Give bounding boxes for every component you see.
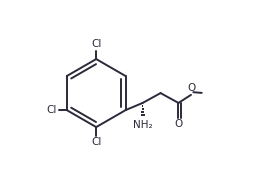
Text: O: O <box>174 119 183 129</box>
Text: O: O <box>188 83 196 93</box>
Text: Cl: Cl <box>91 39 101 49</box>
Text: Cl: Cl <box>91 137 101 147</box>
Text: Cl: Cl <box>46 105 57 115</box>
Text: NH₂: NH₂ <box>133 120 153 130</box>
